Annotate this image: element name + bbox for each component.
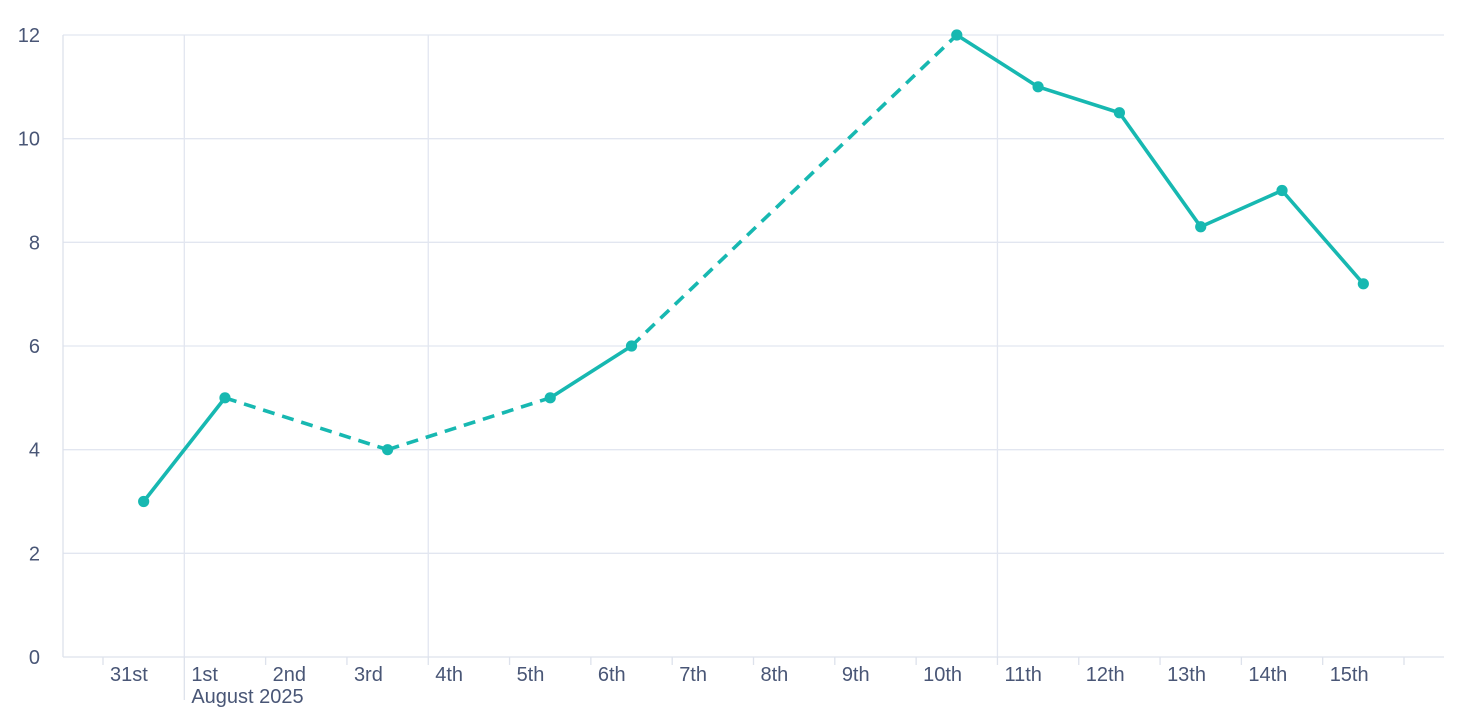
series-segment-solid [954,33,1040,89]
data-point-marker[interactable] [138,495,150,508]
data-point-marker[interactable] [1357,278,1369,290]
x-axis-label: 6th [598,664,626,686]
series-segment-solid [1280,188,1366,286]
y-axis-label: 4 [29,440,40,462]
series-segment-dashed [630,33,959,348]
x-axis-label: 11th [1004,664,1041,686]
x-axis-label: 9th [842,664,870,686]
y-axis-label: 10 [18,129,40,151]
x-axis-label: 3rd [354,664,383,686]
y-axis-label: 8 [29,232,40,254]
data-point-marker[interactable] [1276,184,1288,197]
x-axis-label: 31st [110,664,148,686]
x-axis-label: 13th [1167,664,1206,686]
data-point-marker[interactable] [544,392,556,404]
x-axis-month-label: August 2025 [191,686,303,708]
series-segment-dashed [224,396,389,452]
x-axis-label: 10th [923,664,962,686]
series-segment-solid [141,396,227,504]
data-point-marker[interactable] [381,444,394,456]
y-axis-label: 0 [29,647,40,669]
y-axis-label: 6 [29,336,40,358]
data-point-marker[interactable] [1032,81,1044,93]
x-axis-label: 15th [1330,664,1369,686]
data-point-marker[interactable] [951,29,963,41]
data-point-marker[interactable] [625,340,638,352]
series-segment-dashed [387,396,551,452]
x-axis-label: 2nd [273,664,306,686]
series-segment-solid [1198,188,1284,229]
x-axis-label: 12th [1086,664,1125,686]
series-segment-solid [1036,85,1122,115]
x-axis-label: 8th [761,664,789,686]
data-point-marker[interactable] [219,392,231,404]
x-axis-label: 14th [1248,664,1287,686]
x-axis-label: 1st [191,664,218,686]
x-axis-label: 5th [517,664,545,686]
x-axis-label: 7th [679,664,707,686]
data-point-marker[interactable] [1113,107,1126,119]
series-segment-solid [1117,110,1203,229]
y-axis-label: 2 [29,543,40,565]
x-axis-label: 4th [435,664,463,686]
data-point-marker[interactable] [1195,221,1207,233]
series-segment-solid [548,344,634,400]
y-axis-label: 12 [18,25,40,47]
